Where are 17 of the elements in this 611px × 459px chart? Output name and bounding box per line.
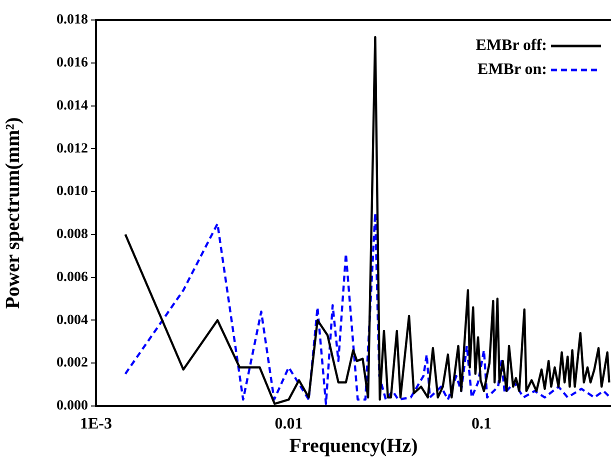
legend-label: EMBr off: (476, 36, 547, 56)
x-axis-title: Frequency(Hz) (289, 435, 418, 458)
y-tick-label: 0.014 (56, 98, 88, 114)
x-tick-label: 0.01 (274, 416, 303, 433)
y-tick-label: 0.002 (56, 356, 88, 371)
y-tick-label: 0.012 (56, 141, 88, 156)
x-tick-label: 0.1 (471, 416, 492, 433)
y-tick-label: 0.006 (56, 270, 88, 285)
legend-label: EMBr on: (478, 60, 547, 80)
y-tick-label: 0.000 (56, 398, 88, 414)
y-axis-title: Power spectrum(mm²) (2, 117, 24, 309)
y-tick-label: 0.018 (56, 12, 88, 28)
y-tick-label: 0.010 (56, 184, 88, 200)
y-tick-label: 0.016 (56, 56, 88, 70)
y-tick-label: 0.004 (56, 312, 88, 328)
y-tick-label: 0.008 (56, 227, 88, 242)
x-tick-label: 1E-3 (80, 416, 112, 433)
